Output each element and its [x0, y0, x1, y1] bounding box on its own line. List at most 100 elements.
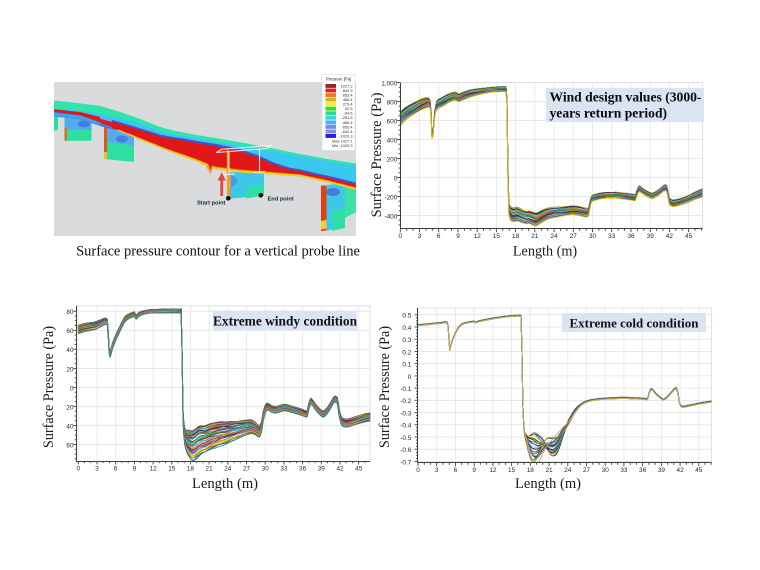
svg-text:9: 9 [472, 467, 476, 474]
svg-text:45: 45 [685, 233, 693, 240]
svg-text:12: 12 [474, 233, 482, 240]
svg-text:9: 9 [456, 233, 460, 240]
svg-text:End point: End point [268, 197, 294, 203]
svg-text:27: 27 [243, 466, 251, 473]
svg-text:3: 3 [418, 233, 422, 240]
svg-text:0: 0 [77, 466, 81, 473]
svg-text:Extreme windy condition: Extreme windy condition [213, 314, 358, 329]
svg-text:92.5: 92.5 [345, 106, 353, 111]
svg-text:40: 40 [66, 423, 74, 430]
svg-text:42: 42 [336, 466, 344, 473]
svg-text:Length (m): Length (m) [515, 476, 581, 492]
svg-text:1,000: 1,000 [381, 80, 397, 87]
svg-text:-842.4: -842.4 [341, 129, 353, 134]
svg-text:-0.6: -0.6 [400, 447, 411, 454]
svg-text:-1029.3: -1029.3 [339, 133, 352, 138]
svg-text:0.1: 0.1 [402, 362, 411, 369]
svg-text:800: 800 [387, 99, 398, 106]
svg-text:Start point: Start point [197, 201, 226, 207]
svg-text:30: 30 [602, 467, 610, 474]
svg-text:6: 6 [437, 233, 441, 240]
svg-text:400: 400 [387, 137, 398, 144]
svg-text:33: 33 [620, 467, 628, 474]
svg-text:0.5: 0.5 [402, 313, 411, 320]
svg-text:0: 0 [399, 233, 403, 240]
svg-text:60: 60 [66, 328, 74, 335]
svg-text:653.4: 653.4 [343, 93, 354, 98]
svg-text:36: 36 [627, 233, 635, 240]
svg-text:27: 27 [583, 467, 591, 474]
svg-text:-655.4: -655.4 [341, 124, 353, 129]
svg-text:0: 0 [408, 374, 412, 381]
svg-text:9: 9 [133, 466, 137, 473]
svg-text:24: 24 [224, 466, 232, 473]
svg-text:20: 20 [66, 366, 74, 373]
svg-text:600: 600 [387, 118, 398, 125]
svg-text:Extreme cold condition: Extreme cold condition [569, 316, 699, 331]
svg-text:36: 36 [299, 466, 307, 473]
svg-text:33: 33 [608, 233, 616, 240]
svg-text:840.3: 840.3 [343, 88, 353, 93]
svg-text:36: 36 [639, 467, 647, 474]
svg-text:39: 39 [658, 467, 666, 474]
svg-text:0.3: 0.3 [402, 337, 411, 344]
svg-text:27: 27 [570, 233, 578, 240]
svg-text:21: 21 [206, 466, 214, 473]
svg-text:18: 18 [187, 466, 195, 473]
svg-text:0: 0 [70, 385, 74, 392]
svg-text:-281.5: -281.5 [341, 115, 352, 120]
svg-text:39: 39 [318, 466, 326, 473]
svg-text:Wind design values (3000-: Wind design values (3000- [550, 90, 702, 106]
svg-text:40: 40 [66, 347, 74, 354]
svg-text:Surface Pressure (Pa): Surface Pressure (Pa) [377, 326, 393, 448]
svg-text:-0.4: -0.4 [400, 423, 411, 430]
svg-text:21: 21 [531, 233, 539, 240]
svg-text:6: 6 [454, 467, 458, 474]
svg-text:-0.5: -0.5 [400, 435, 411, 442]
svg-text:6: 6 [114, 466, 118, 473]
svg-text:30: 30 [589, 233, 597, 240]
svg-text:33: 33 [280, 466, 288, 473]
svg-text:21: 21 [545, 467, 553, 474]
svg-text:1027.2: 1027.2 [341, 83, 353, 88]
svg-text:12: 12 [150, 466, 158, 473]
svg-text:45: 45 [695, 467, 703, 474]
svg-text:3: 3 [95, 466, 99, 473]
svg-text:0.4: 0.4 [402, 325, 411, 332]
svg-text:18: 18 [527, 467, 535, 474]
svg-text:12: 12 [489, 467, 497, 474]
svg-text:-0.3: -0.3 [400, 411, 411, 418]
svg-text:45: 45 [355, 466, 363, 473]
svg-text:-0.1: -0.1 [400, 386, 411, 393]
svg-text:0: 0 [416, 467, 420, 474]
svg-text:years return period): years return period) [550, 106, 668, 122]
svg-text:Min -1029.3: Min -1029.3 [332, 143, 353, 148]
svg-text:60: 60 [66, 442, 74, 449]
svg-text:-200: -200 [385, 194, 398, 201]
svg-text:-94.5: -94.5 [344, 111, 353, 116]
svg-text:Surface pressure contour for a: Surface pressure contour for a vertical … [76, 243, 360, 259]
svg-text:-400: -400 [385, 213, 398, 220]
svg-text:42: 42 [677, 467, 685, 474]
svg-text:466.4: 466.4 [343, 97, 354, 102]
svg-text:Max 1027.1: Max 1027.1 [332, 139, 352, 144]
svg-text:24: 24 [551, 233, 559, 240]
svg-text:18: 18 [512, 233, 520, 240]
svg-text:3: 3 [435, 467, 439, 474]
svg-text:0.2: 0.2 [402, 349, 411, 356]
svg-text:279.4: 279.4 [343, 102, 354, 107]
svg-text:15: 15 [493, 233, 501, 240]
svg-text:20: 20 [66, 404, 74, 411]
svg-text:80: 80 [66, 309, 74, 316]
svg-text:30: 30 [262, 466, 270, 473]
svg-text:0: 0 [394, 175, 398, 182]
svg-text:15: 15 [168, 466, 176, 473]
svg-text:-0.7: -0.7 [400, 459, 411, 466]
svg-text:-468.4: -468.4 [341, 120, 353, 125]
svg-text:24: 24 [564, 467, 572, 474]
svg-text:Length (m): Length (m) [513, 244, 577, 260]
svg-text:Surface Pressure (Pa): Surface Pressure (Pa) [41, 326, 57, 448]
svg-text:39: 39 [647, 233, 655, 240]
svg-text:Length (m): Length (m) [192, 476, 258, 492]
svg-text:Surface Pressure (Pa): Surface Pressure (Pa) [369, 92, 385, 217]
